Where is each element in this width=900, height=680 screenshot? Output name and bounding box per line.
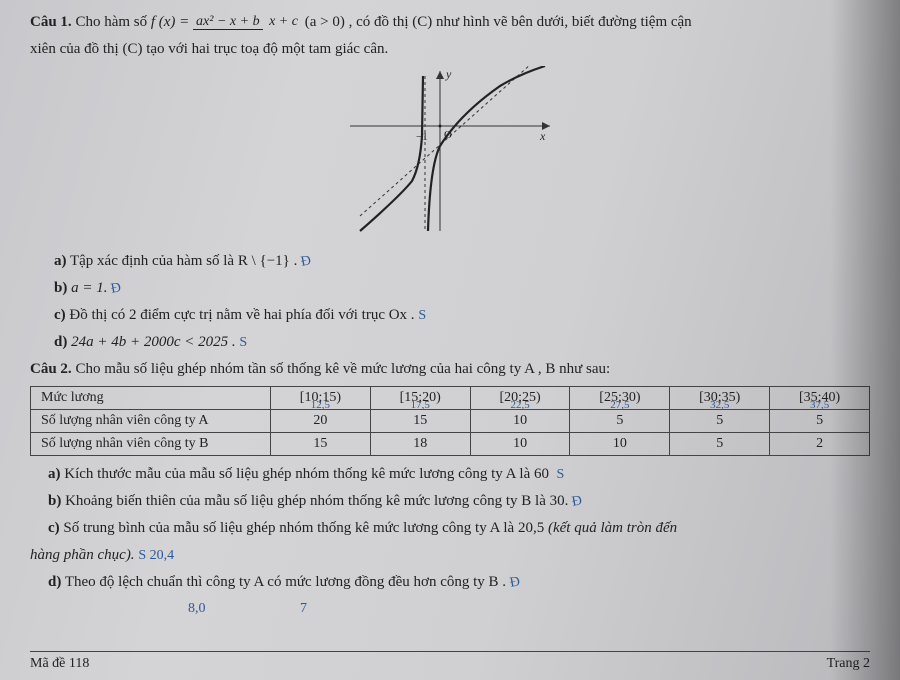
q1-graph: y x −1 O: [30, 66, 870, 241]
col-2: [20;25)22,5: [470, 387, 570, 410]
table-row-b: Số lượng nhân viên công ty B 15 18 10 10…: [31, 433, 870, 456]
q2-handwriting: 8,0 7: [188, 599, 870, 619]
q1-mark-d: S: [239, 335, 247, 350]
table-header-row: Mức lương [10;15)12,5 [15;20)17,5 [20;25…: [31, 387, 870, 410]
graph-tick: −1: [416, 131, 428, 143]
col-3: [25;30)27,5: [570, 387, 670, 410]
table-row-a: Số lượng nhân viên công ty A 20 15 10 5 …: [31, 410, 870, 433]
page-footer: Mã đề 118 Trang 2: [0, 651, 900, 672]
col-1: [15;20)17,5: [370, 387, 470, 410]
q1-opt-c: c) Đồ thị có 2 điểm cực trị nằm về hai p…: [54, 305, 870, 326]
graph-ylabel: y: [445, 67, 452, 81]
q1-head: Câu 1.: [30, 14, 72, 30]
q1-opt-a: a) Tập xác định của hàm số là R \ {−1} .…: [54, 251, 870, 272]
q1-options: a) Tập xác định của hàm số là R \ {−1} .…: [54, 251, 870, 353]
q1-opt-b: b) a = 1. Đ: [54, 278, 870, 299]
q2-options: a) Kích thước mẫu của mẫu số liệu ghép n…: [48, 464, 870, 619]
q2-intro: Câu 2. Cho mẫu số liệu ghép nhóm tần số …: [30, 359, 870, 380]
q2-table: Mức lương [10;15)12,5 [15;20)17,5 [20;25…: [30, 386, 870, 456]
q1-frac: ax² − x + b x + c: [193, 15, 301, 30]
q1-cond: (a > 0): [305, 14, 345, 30]
q1-line1: Câu 1. Cho hàm số f (x) = ax² − x + b x …: [30, 12, 870, 33]
q2-mark-d: Đ: [508, 572, 521, 593]
q2-mark-b: Đ: [571, 491, 584, 512]
graph-svg: y x −1 O: [340, 66, 560, 236]
q2-opt-b: b) Khoảng biến thiên của mẫu số liệu ghé…: [48, 491, 870, 512]
col-5: [35;40)37,5: [770, 387, 870, 410]
q2-opt-c-cont: hàng phần chục). S 20,4: [30, 545, 870, 566]
q2-head: Câu 2.: [30, 361, 72, 377]
q1-mark-a: Đ: [300, 251, 313, 272]
q1-den: x + c: [266, 14, 301, 29]
q2-mark-c: S 20,4: [138, 548, 174, 563]
footer-right: Trang 2: [827, 656, 870, 672]
q1-fx: f (x) =: [151, 14, 189, 30]
graph-xlabel: x: [539, 129, 546, 143]
q2-opt-c: c) Số trung bình của mẫu số liệu ghép nh…: [48, 518, 870, 539]
q1-mark-c: S: [418, 308, 426, 323]
q1-num: ax² − x + b: [193, 14, 263, 30]
footer-left: Mã đề 118: [30, 656, 89, 672]
q1-text1a: Cho hàm số: [75, 14, 150, 30]
graph-origin: O: [444, 129, 452, 141]
col-0: [10;15)12,5: [271, 387, 371, 410]
col-label: Mức lương: [31, 387, 271, 410]
col-4: [30;35)32,5: [670, 387, 770, 410]
q2-opt-d: d) Theo độ lệch chuẩn thì công ty A có m…: [48, 572, 870, 593]
q1-opt-d: d) 24a + 4b + 2000c < 2025 . S: [54, 332, 870, 353]
q2-mark-a: S: [557, 467, 565, 482]
q2-opt-a: a) Kích thước mẫu của mẫu số liệu ghép n…: [48, 464, 870, 485]
q1-line2: xiên của đồ thị (C) tạo với hai trục toạ…: [30, 39, 870, 60]
q1-text1b: , có đồ thị (C) như hình vẽ bên dưới, bi…: [349, 14, 692, 30]
q1-mark-b: Đ: [110, 278, 123, 299]
